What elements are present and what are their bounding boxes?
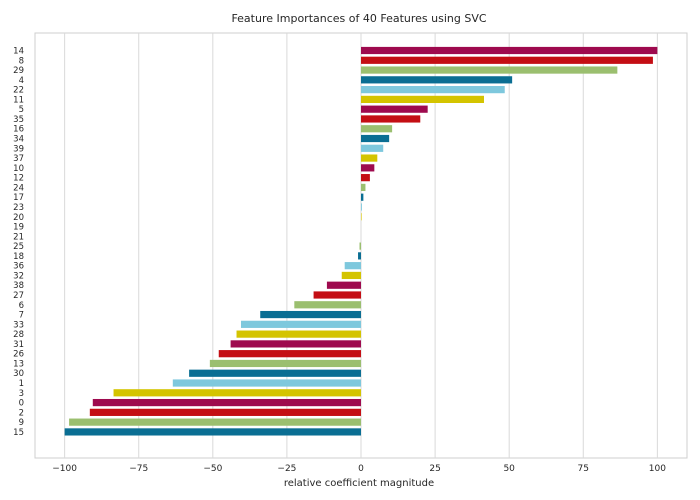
bar-feature-24 — [361, 183, 366, 192]
bar-feature-30 — [189, 369, 361, 377]
bar-feature-32 — [341, 271, 361, 280]
bar-feature-11 — [361, 95, 484, 103]
y-tick-label: 23 — [13, 203, 24, 213]
bar-feature-38 — [326, 281, 361, 289]
y-tick-label: 35 — [13, 115, 24, 125]
bar-feature-31 — [230, 340, 361, 348]
y-tick-label: 29 — [13, 66, 24, 76]
y-tick-label: 7 — [19, 311, 24, 321]
bar-feature-29 — [361, 66, 618, 74]
y-tick-label: 34 — [13, 135, 24, 145]
y-tick-label: 32 — [13, 271, 24, 281]
y-axis-ticks: 1482942211535163439371012241723201921251… — [13, 47, 24, 438]
y-tick-label: 26 — [13, 350, 24, 360]
y-tick-label: 3 — [19, 389, 24, 399]
y-tick-label: 16 — [13, 125, 24, 135]
y-tick-label: 9 — [19, 418, 24, 428]
y-tick-label: 12 — [13, 174, 24, 184]
x-tick-label: −50 — [203, 464, 222, 474]
y-tick-label: 19 — [13, 223, 24, 233]
y-tick-label: 8 — [19, 56, 24, 66]
bar-feature-7 — [260, 310, 361, 319]
bar-feature-13 — [209, 359, 361, 368]
x-tick-label: 0 — [358, 464, 364, 474]
x-tick-label: 25 — [429, 464, 440, 474]
y-tick-label: 15 — [13, 428, 24, 438]
y-tick-label: 22 — [13, 86, 24, 96]
y-tick-label: 24 — [13, 183, 24, 193]
bar-feature-0 — [92, 398, 362, 407]
bar-feature-27 — [313, 291, 361, 299]
y-tick-label: 39 — [13, 144, 24, 154]
y-tick-label: 0 — [19, 399, 24, 409]
bar-feature-12 — [361, 174, 370, 182]
bars — [64, 46, 658, 436]
y-tick-label: 5 — [19, 105, 24, 115]
y-tick-label: 2 — [19, 408, 24, 418]
x-tick-label: −25 — [277, 464, 296, 474]
bar-feature-3 — [113, 389, 361, 397]
y-tick-label: 13 — [13, 359, 24, 369]
bar-feature-8 — [361, 56, 653, 64]
bar-feature-22 — [361, 86, 505, 94]
bar-feature-16 — [361, 125, 393, 133]
x-tick-label: 50 — [503, 464, 515, 474]
x-tick-label: −100 — [52, 464, 77, 474]
chart-title: Feature Importances of 40 Features using… — [231, 12, 486, 25]
y-tick-label: 1 — [19, 379, 24, 389]
y-tick-label: 6 — [19, 301, 24, 311]
bar-feature-4 — [361, 76, 513, 84]
bar-feature-9 — [69, 418, 361, 426]
y-tick-label: 11 — [13, 95, 24, 105]
x-axis-label: relative coefficient magnitude — [284, 478, 434, 489]
bar-feature-25 — [359, 242, 361, 250]
bar-feature-28 — [236, 330, 361, 338]
y-tick-label: 36 — [13, 262, 24, 272]
bar-feature-15 — [64, 428, 362, 436]
y-tick-label: 31 — [13, 340, 24, 350]
y-tick-label: 18 — [13, 252, 24, 262]
bar-feature-1 — [172, 379, 361, 387]
bar-feature-34 — [361, 134, 390, 143]
x-tick-label: −75 — [129, 464, 148, 474]
y-tick-label: 38 — [13, 281, 24, 291]
bar-feature-2 — [89, 408, 361, 416]
y-tick-label: 28 — [13, 330, 24, 340]
bar-feature-20 — [361, 213, 362, 221]
bar-feature-26 — [218, 350, 361, 358]
bar-feature-23 — [361, 203, 362, 211]
y-tick-label: 21 — [13, 232, 24, 242]
bar-feature-17 — [361, 193, 364, 201]
bar-feature-6 — [294, 301, 361, 309]
y-tick-label: 25 — [13, 242, 24, 252]
bar-feature-33 — [240, 320, 361, 328]
x-tick-label: 100 — [649, 464, 666, 474]
y-tick-label: 10 — [13, 164, 24, 174]
y-tick-label: 30 — [13, 369, 24, 379]
bar-feature-36 — [344, 262, 361, 270]
bar-feature-5 — [361, 105, 428, 113]
y-tick-label: 20 — [13, 213, 24, 223]
x-tick-label: 75 — [578, 464, 589, 474]
bar-feature-35 — [361, 115, 421, 123]
y-tick-label: 27 — [13, 291, 24, 301]
y-tick-label: 37 — [13, 154, 24, 164]
y-tick-label: 17 — [13, 193, 24, 203]
y-tick-label: 33 — [13, 320, 24, 330]
bar-feature-14 — [361, 46, 658, 55]
y-tick-label: 14 — [13, 47, 24, 57]
bar-feature-18 — [358, 252, 361, 260]
bar-feature-39 — [361, 144, 384, 152]
bar-feature-37 — [361, 154, 378, 162]
y-tick-label: 4 — [19, 76, 24, 86]
gridlines — [64, 33, 658, 458]
x-axis-ticks: −100 −75 −50 −25 0 25 50 75 100 — [52, 464, 666, 474]
bar-feature-10 — [361, 164, 375, 172]
